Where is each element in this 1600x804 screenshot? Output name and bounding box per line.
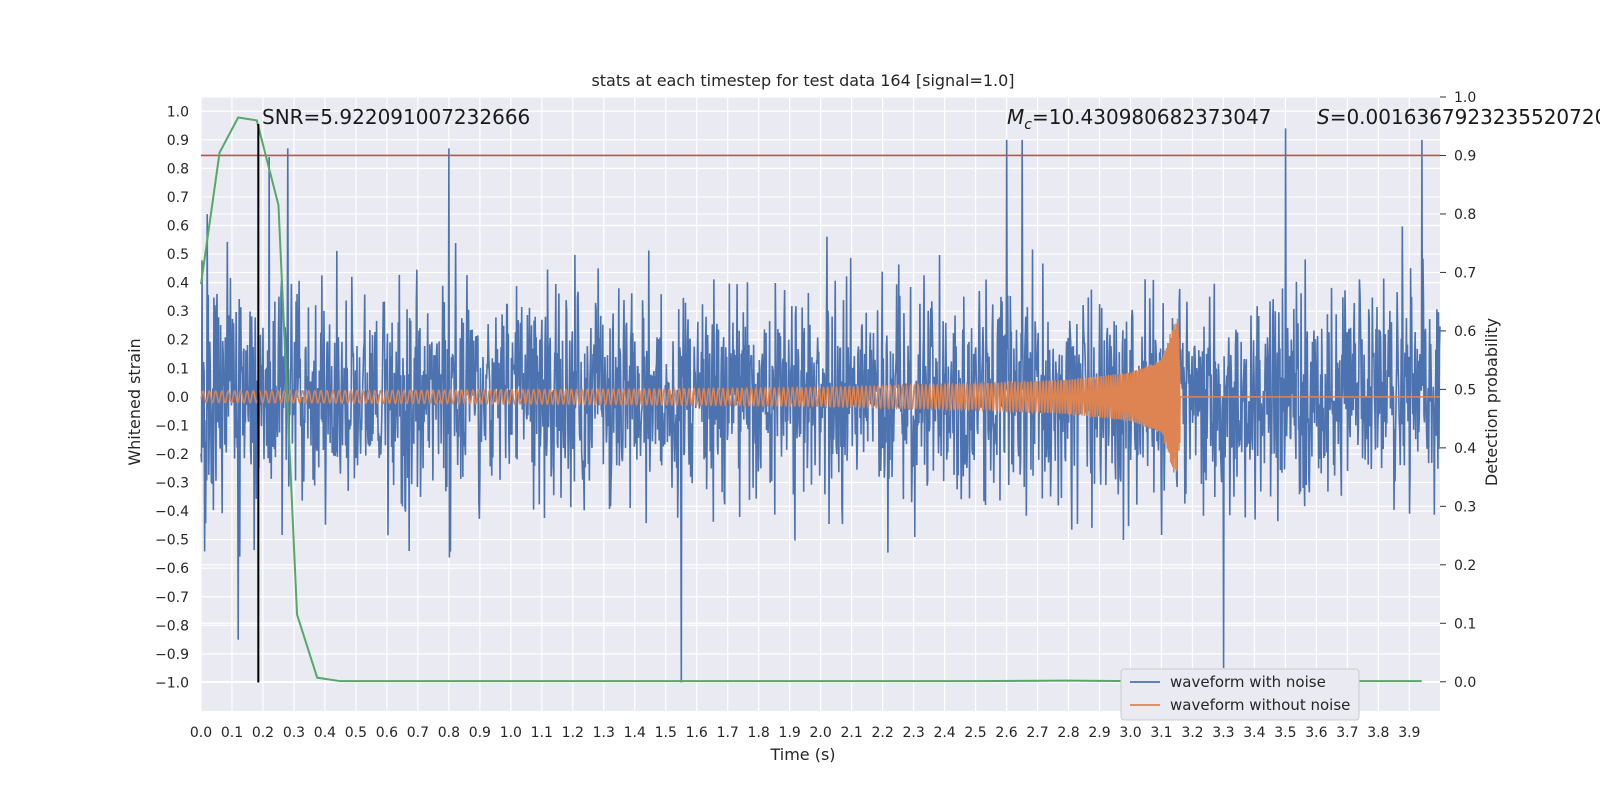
- snr-annotation: SNR=5.922091007232666: [262, 105, 530, 129]
- legend-box: [1120, 668, 1360, 721]
- y-right-tick-label: 0.6: [1454, 324, 1476, 340]
- series-waveform-with-noise: [200, 128, 1441, 683]
- x-tick-label: 1.3: [593, 725, 615, 741]
- x-tick-label: 0.7: [407, 725, 429, 741]
- x-tick-label: 1.2: [562, 725, 584, 741]
- x-axis-label: Time (s): [769, 745, 835, 764]
- y-tick-label: −0.1: [155, 418, 189, 434]
- x-tick-label: 0.1: [221, 725, 243, 741]
- legend-label-noise: waveform with noise: [1170, 673, 1326, 691]
- x-tick-label: 1.0: [500, 725, 522, 741]
- y-tick-label: 0.1: [167, 361, 189, 377]
- x-tick-label: 1.8: [748, 725, 770, 741]
- y-tick-label: −0.7: [155, 590, 189, 606]
- s-value: =0.0016367923235520720: [1330, 105, 1600, 129]
- x-tick-label: 0.5: [345, 725, 367, 741]
- x-tick-label: 2.9: [1088, 725, 1110, 741]
- y-right-tick-label: 0.2: [1454, 558, 1476, 574]
- x-tick-label: 1.6: [686, 725, 708, 741]
- x-tick-label: 3.0: [1119, 725, 1141, 741]
- x-tick-label: 1.4: [624, 725, 646, 741]
- x-tick-label: 0.0: [190, 725, 212, 741]
- y-right-tick-label: 0.0: [1454, 675, 1476, 691]
- y-tick-label: −0.2: [155, 447, 189, 463]
- y-right-tick-label: 0.4: [1454, 441, 1476, 457]
- y-axis-right-label: Detection probability: [1482, 318, 1501, 486]
- series-waveform-without-noise: [200, 318, 1440, 473]
- x-tick-label: 0.2: [252, 725, 274, 741]
- x-tick-label: 3.4: [1243, 725, 1265, 741]
- x-tick-label: 0.9: [469, 725, 491, 741]
- y-tick-label: 0.8: [167, 161, 189, 177]
- y-tick-label: 0.3: [167, 304, 189, 320]
- y-tick-label: −0.8: [155, 618, 189, 634]
- s-symbol: S: [1317, 105, 1330, 129]
- chirp-mass-subscript: c: [1024, 117, 1032, 133]
- y-tick-label: 0.0: [167, 390, 189, 406]
- x-tick-label: 3.5: [1274, 725, 1296, 741]
- s-annotation: S=0.0016367923235520720: [1317, 105, 1600, 129]
- x-tick-label: 0.3: [283, 725, 305, 741]
- y-tick-label: 0.4: [167, 276, 189, 292]
- x-tick-label: 3.8: [1367, 725, 1389, 741]
- y-tick-label: −0.6: [155, 561, 189, 577]
- x-tick-label: 0.4: [314, 725, 336, 741]
- y-tick-label: 0.6: [167, 219, 189, 235]
- y-right-tick-label: 0.7: [1454, 265, 1476, 281]
- x-tick-label: 1.7: [717, 725, 739, 741]
- chirp-mass-symbol: M: [1007, 105, 1024, 129]
- chart-title: stats at each timestep for test data 164…: [591, 71, 1014, 90]
- x-tick-label: 2.3: [902, 725, 924, 741]
- x-tick-label: 1.9: [779, 725, 801, 741]
- y-right-tick-label: 0.1: [1454, 616, 1476, 632]
- x-tick-label: 3.3: [1212, 725, 1234, 741]
- x-tick-label: 2.2: [871, 725, 893, 741]
- y-right-tick-label: 0.8: [1454, 207, 1476, 223]
- legend-label-clean: waveform without noise: [1170, 696, 1350, 714]
- chirp-mass-value: =10.430980682373047: [1032, 105, 1271, 129]
- x-tick-label: 3.6: [1305, 725, 1327, 741]
- y-tick-label: 0.7: [167, 190, 189, 206]
- x-tick-label: 2.5: [964, 725, 986, 741]
- x-tick-label: 2.4: [933, 725, 955, 741]
- y-tick-label: −0.9: [155, 647, 189, 663]
- y-tick-label: 0.5: [167, 247, 189, 263]
- y-tick-label: −0.5: [155, 533, 189, 549]
- x-tick-label: 3.1: [1150, 725, 1172, 741]
- x-tick-label: 1.1: [531, 725, 553, 741]
- x-tick-label: 3.7: [1336, 725, 1358, 741]
- y-tick-label: 0.2: [167, 333, 189, 349]
- y-tick-label: 1.0: [167, 104, 189, 120]
- x-tick-label: 3.2: [1181, 725, 1203, 741]
- y-axis-label: Whitened strain: [125, 338, 144, 465]
- x-tick-label: 2.6: [995, 725, 1017, 741]
- y-tick-label: −1.0: [155, 675, 189, 691]
- x-tick-label: 2.1: [841, 725, 863, 741]
- chirp-mass-annotation: Mc=10.430980682373047: [1007, 105, 1271, 133]
- y-tick-label: −0.3: [155, 476, 189, 492]
- legend: waveform with noise waveform without noi…: [1120, 668, 1360, 721]
- y-right-tick-label: 1.0: [1454, 90, 1476, 106]
- x-tick-label: 2.0: [810, 725, 832, 741]
- x-tick-label: 0.8: [438, 725, 460, 741]
- x-tick-label: 1.5: [655, 725, 677, 741]
- x-tick-label: 3.9: [1398, 725, 1420, 741]
- y-right-tick-label: 0.5: [1454, 382, 1476, 398]
- series-detection-probability: [200, 116, 1422, 683]
- y-tick-label: −0.4: [155, 504, 189, 520]
- x-tick-label: 2.8: [1057, 725, 1079, 741]
- y-right-tick-label: 0.3: [1454, 499, 1476, 515]
- x-tick-label: 0.6: [376, 725, 398, 741]
- y-right-tick-label: 0.9: [1454, 148, 1476, 164]
- y-tick-label: 0.9: [167, 133, 189, 149]
- x-tick-label: 2.7: [1026, 725, 1048, 741]
